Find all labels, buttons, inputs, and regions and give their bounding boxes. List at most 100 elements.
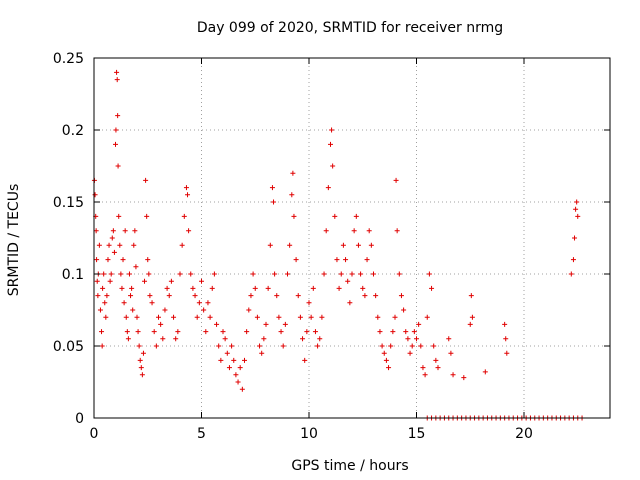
data-point — [315, 343, 321, 349]
data-point — [160, 336, 166, 342]
data-point — [329, 127, 335, 133]
data-point — [381, 350, 387, 356]
data-point — [162, 307, 168, 313]
data-point — [125, 336, 131, 342]
data-point — [254, 314, 260, 320]
data-point — [179, 242, 185, 248]
data-point — [144, 213, 150, 219]
data-point — [104, 293, 110, 299]
data-point — [360, 285, 366, 291]
data-point — [118, 271, 124, 277]
data-point — [117, 242, 123, 248]
data-point — [435, 365, 441, 371]
grid — [94, 58, 610, 418]
data-point — [115, 113, 121, 119]
data-point — [233, 372, 239, 378]
data-point — [116, 213, 122, 219]
data-point — [99, 329, 105, 335]
y-tick-label: 0.15 — [53, 195, 84, 211]
data-point — [105, 257, 111, 263]
plot-frame — [93, 57, 611, 419]
data-point — [214, 321, 220, 327]
data-point — [362, 293, 368, 299]
data-point — [409, 343, 415, 349]
data-point — [110, 228, 116, 234]
data-point — [177, 271, 183, 277]
data-point — [502, 321, 508, 327]
data-point — [358, 271, 364, 277]
data-point — [323, 228, 329, 234]
data-point — [424, 314, 430, 320]
data-point — [121, 300, 127, 306]
data-point — [135, 329, 141, 335]
data-point — [416, 321, 422, 327]
axis-ticks: 0 5 10 15 20 0 0.05 0.1 0.15 0.2 0.25 — [53, 51, 610, 442]
data-point — [164, 285, 170, 291]
data-point — [431, 343, 437, 349]
data-point — [153, 343, 159, 349]
data-point — [192, 293, 198, 299]
data-point — [433, 357, 439, 363]
data-point — [276, 314, 282, 320]
data-point — [173, 336, 179, 342]
x-tick-label: 20 — [515, 426, 533, 442]
data-point — [317, 336, 323, 342]
y-tick-label: 0.05 — [53, 339, 84, 355]
data-point — [128, 293, 134, 299]
data-point — [123, 314, 129, 320]
data-point — [108, 271, 114, 277]
data-point — [175, 329, 181, 335]
data-point — [300, 336, 306, 342]
data-point — [297, 314, 303, 320]
data-point — [147, 293, 153, 299]
data-point — [168, 278, 174, 284]
data-point — [120, 257, 126, 263]
x-tick-label: 10 — [300, 426, 318, 442]
data-point — [209, 285, 215, 291]
data-point — [446, 336, 452, 342]
data-point — [119, 285, 125, 291]
data-point — [377, 329, 383, 335]
data-point — [330, 163, 336, 169]
data-point — [573, 206, 579, 212]
data-point — [201, 307, 207, 313]
data-point — [102, 300, 108, 306]
data-point — [132, 228, 138, 234]
data-point — [103, 314, 109, 320]
data-point — [461, 375, 467, 381]
data-point — [246, 307, 252, 313]
chart-title: Day 099 of 2020, SRMTID for receiver nrm… — [197, 20, 503, 36]
data-point — [222, 336, 228, 342]
data-point — [130, 307, 136, 313]
data-point — [143, 177, 149, 183]
data-point — [368, 242, 374, 248]
data-point — [340, 242, 346, 248]
data-point — [113, 141, 118, 147]
data-point — [312, 329, 318, 335]
data-point — [252, 285, 258, 291]
y-tick-label: 0.1 — [62, 267, 84, 283]
data-point — [379, 343, 385, 349]
data-point — [97, 307, 103, 313]
data-point — [345, 278, 351, 284]
x-tick-label: 15 — [408, 426, 426, 442]
data-point — [469, 314, 475, 320]
data-point — [139, 372, 145, 378]
data-point — [332, 213, 338, 219]
data-point — [113, 127, 119, 133]
data-point — [353, 213, 359, 219]
data-point — [572, 235, 578, 241]
data-point — [207, 314, 213, 320]
data-point — [158, 321, 164, 327]
data-point — [146, 271, 152, 277]
data-point — [129, 285, 135, 291]
data-point — [575, 213, 581, 219]
data-point — [166, 293, 172, 299]
data-point — [328, 141, 333, 147]
data-point — [131, 242, 137, 248]
data-point — [267, 242, 273, 248]
data-point — [278, 329, 284, 335]
data-point — [99, 343, 105, 349]
data-point — [242, 357, 247, 363]
